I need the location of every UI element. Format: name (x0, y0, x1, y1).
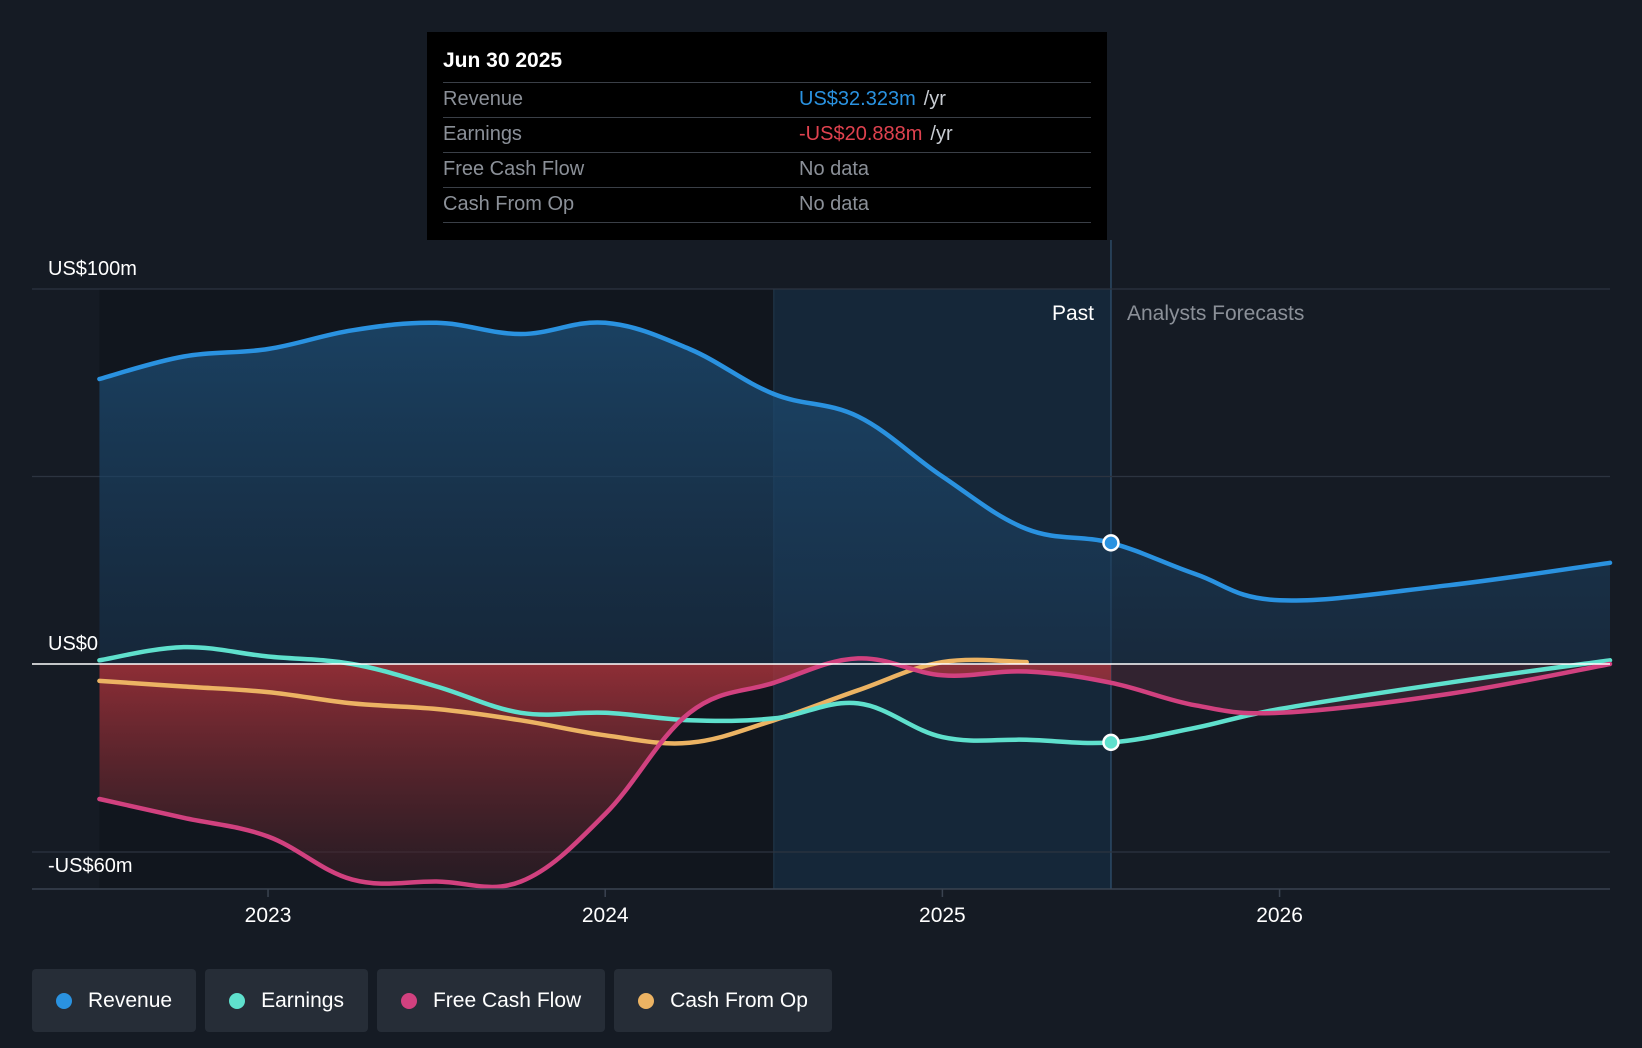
marker-earnings (1102, 733, 1120, 752)
tooltip-row-free-cash-flow: Free Cash Flow No data (443, 152, 1091, 187)
region-label-past: Past (1052, 302, 1094, 325)
free-cash-flow-area (99, 664, 1111, 887)
tooltip-value: -US$20.888m (799, 123, 923, 145)
legend-label: Earnings (261, 988, 344, 1012)
tooltip-value: No data (799, 193, 870, 215)
region-label-forecast: Analysts Forecasts (1127, 302, 1304, 325)
revenue-area (99, 322, 1610, 664)
legend-item-free-cash-flow[interactable]: Free Cash Flow (376, 969, 606, 1032)
x-tick-label: 2025 (919, 904, 966, 927)
x-tick-label: 2023 (245, 904, 292, 927)
series-line-revenue (97, 320, 1613, 603)
marker-revenue (1102, 534, 1120, 552)
tooltip-label: Earnings (443, 123, 522, 145)
legend-item-earnings[interactable]: Earnings (205, 969, 368, 1032)
tooltip-unit: /yr (923, 88, 946, 110)
earnings-dot-icon (229, 992, 246, 1009)
tooltip-row-earnings: Earnings -US$20.888m /yr (443, 117, 1091, 152)
revenue-dot-icon (56, 992, 72, 1009)
series-line-cash-from-op (97, 657, 1029, 746)
legend-label: Cash From Op (670, 988, 808, 1012)
tooltip-row-cash-from-op: Cash From Op No data (443, 187, 1091, 223)
y-axis-label: US$0 (48, 633, 98, 655)
legend-item-cash-from-op[interactable]: Cash From Op (614, 969, 832, 1032)
tooltip-value: No data (799, 158, 870, 180)
cash-from-op-dot-icon (638, 992, 655, 1009)
y-axis-label: US$100m (48, 258, 137, 280)
tooltip: Jun 30 2025 Revenue US$32.323m /yr Earni… (427, 32, 1107, 240)
tooltip-label: Revenue (443, 88, 524, 110)
legend-item-revenue[interactable]: Revenue (32, 969, 197, 1032)
free-cash-flow-dot-icon (400, 992, 417, 1009)
legend-label: Revenue (88, 988, 173, 1012)
tooltip-label: Free Cash Flow (443, 158, 585, 180)
legend-label: Free Cash Flow (432, 988, 582, 1012)
y-axis-label: -US$60m (48, 855, 132, 877)
tooltip-unit: /yr (930, 123, 953, 145)
legend: Revenue Earnings Free Cash Flow Cash Fro… (32, 969, 832, 1032)
tooltip-value: US$32.323m (799, 88, 916, 110)
x-tick-label: 2026 (1256, 904, 1303, 927)
tooltip-row-revenue: Revenue US$32.323m /yr (443, 82, 1091, 117)
tooltip-label: Cash From Op (443, 193, 575, 215)
series-line-free-cash-flow (97, 656, 1613, 890)
tooltip-date: Jun 30 2025 (443, 49, 563, 72)
x-tick-label: 2024 (582, 904, 629, 927)
